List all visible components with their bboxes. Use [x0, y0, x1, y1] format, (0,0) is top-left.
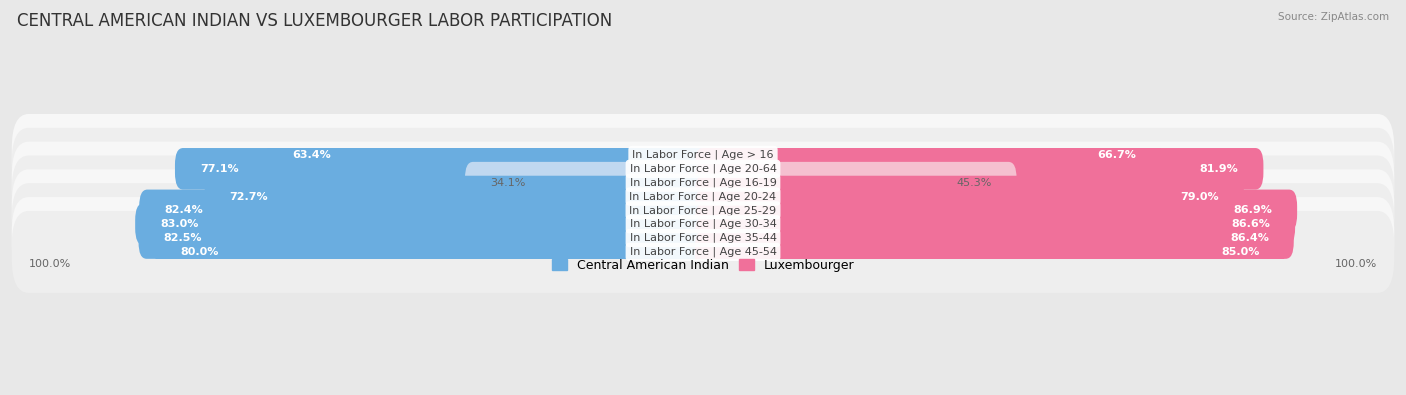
- Text: In Labor Force | Age 30-34: In Labor Force | Age 30-34: [630, 219, 776, 229]
- Text: CENTRAL AMERICAN INDIAN VS LUXEMBOURGER LABOR PARTICIPATION: CENTRAL AMERICAN INDIAN VS LUXEMBOURGER …: [17, 12, 612, 30]
- Text: In Labor Force | Age 45-54: In Labor Force | Age 45-54: [630, 246, 776, 257]
- FancyBboxPatch shape: [695, 231, 1284, 273]
- FancyBboxPatch shape: [156, 231, 711, 273]
- Text: In Labor Force | Age > 16: In Labor Force | Age > 16: [633, 150, 773, 160]
- FancyBboxPatch shape: [11, 142, 1395, 224]
- FancyBboxPatch shape: [695, 176, 1244, 217]
- Text: In Labor Force | Age 20-64: In Labor Force | Age 20-64: [630, 164, 776, 174]
- Text: 86.6%: 86.6%: [1232, 219, 1270, 229]
- Text: In Labor Force | Age 16-19: In Labor Force | Age 16-19: [630, 177, 776, 188]
- Text: 79.0%: 79.0%: [1180, 192, 1219, 201]
- Text: 80.0%: 80.0%: [180, 247, 219, 257]
- Text: 82.5%: 82.5%: [163, 233, 202, 243]
- FancyBboxPatch shape: [695, 203, 1295, 245]
- FancyBboxPatch shape: [695, 134, 1161, 176]
- Text: 72.7%: 72.7%: [229, 192, 269, 201]
- FancyBboxPatch shape: [135, 203, 711, 245]
- FancyBboxPatch shape: [11, 197, 1395, 279]
- FancyBboxPatch shape: [695, 217, 1294, 259]
- FancyBboxPatch shape: [695, 190, 1298, 231]
- Text: Source: ZipAtlas.com: Source: ZipAtlas.com: [1278, 12, 1389, 22]
- FancyBboxPatch shape: [174, 148, 711, 190]
- FancyBboxPatch shape: [139, 190, 711, 231]
- Text: 83.0%: 83.0%: [160, 219, 198, 229]
- Text: 100.0%: 100.0%: [28, 259, 70, 269]
- FancyBboxPatch shape: [11, 211, 1395, 293]
- Text: 77.1%: 77.1%: [200, 164, 239, 174]
- Text: In Labor Force | Age 20-24: In Labor Force | Age 20-24: [630, 191, 776, 202]
- Text: 85.0%: 85.0%: [1220, 247, 1260, 257]
- FancyBboxPatch shape: [11, 156, 1395, 237]
- FancyBboxPatch shape: [11, 183, 1395, 265]
- Text: 86.9%: 86.9%: [1233, 205, 1272, 215]
- Text: 82.4%: 82.4%: [165, 205, 202, 215]
- FancyBboxPatch shape: [465, 162, 711, 203]
- FancyBboxPatch shape: [139, 217, 711, 259]
- Text: 34.1%: 34.1%: [489, 178, 526, 188]
- FancyBboxPatch shape: [205, 176, 711, 217]
- FancyBboxPatch shape: [267, 134, 711, 176]
- Text: 45.3%: 45.3%: [956, 178, 991, 188]
- FancyBboxPatch shape: [11, 114, 1395, 196]
- Text: 66.7%: 66.7%: [1097, 150, 1136, 160]
- Text: In Labor Force | Age 25-29: In Labor Force | Age 25-29: [630, 205, 776, 216]
- FancyBboxPatch shape: [11, 169, 1395, 251]
- Text: 81.9%: 81.9%: [1199, 164, 1239, 174]
- FancyBboxPatch shape: [11, 128, 1395, 210]
- Text: 63.4%: 63.4%: [292, 150, 330, 160]
- FancyBboxPatch shape: [695, 148, 1264, 190]
- Text: 86.4%: 86.4%: [1230, 233, 1268, 243]
- FancyBboxPatch shape: [695, 162, 1017, 203]
- Text: 100.0%: 100.0%: [1336, 259, 1378, 269]
- Legend: Central American Indian, Luxembourger: Central American Indian, Luxembourger: [547, 254, 859, 277]
- Text: In Labor Force | Age 35-44: In Labor Force | Age 35-44: [630, 233, 776, 243]
